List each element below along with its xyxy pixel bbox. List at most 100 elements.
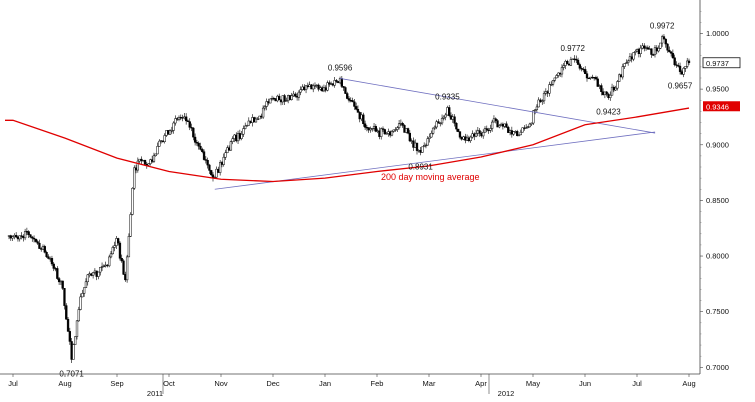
candle-body: [616, 81, 619, 89]
candle-body: [653, 47, 657, 55]
candle-body: [88, 273, 91, 276]
candle-body: [236, 133, 240, 142]
x-tick-label: Aug: [682, 379, 695, 388]
x-tick-label: Dec: [266, 379, 280, 388]
candle-body: [666, 43, 669, 51]
candle-body: [45, 252, 48, 257]
candle-body: [70, 341, 73, 360]
candle-body: [392, 129, 395, 132]
x-tick-label: Apr: [475, 379, 487, 388]
x-tick-label: Mar: [423, 379, 436, 388]
year-label: 2012: [498, 389, 515, 398]
candle-body: [140, 158, 143, 162]
candle-body: [580, 68, 583, 70]
candle-body: [217, 168, 220, 173]
candle-body: [661, 36, 664, 44]
candle-body: [533, 109, 537, 111]
candle-body: [328, 82, 331, 85]
candle-body: [134, 167, 138, 171]
candle-body: [480, 133, 483, 137]
candle-body: [347, 98, 351, 101]
candle-body: [143, 159, 147, 165]
candle-body: [210, 170, 213, 176]
candle-body: [301, 86, 304, 90]
candle-body: [9, 235, 12, 239]
candle-body: [369, 128, 372, 131]
year-label: 2011: [147, 389, 163, 398]
candle-body: [473, 133, 476, 137]
candle-body: [618, 74, 621, 82]
candle-body: [161, 140, 165, 142]
candle-body: [553, 77, 556, 81]
candle-body: [644, 47, 648, 49]
candle-body: [56, 268, 59, 279]
candle-body: [61, 280, 64, 289]
candle-body: [261, 107, 265, 118]
candle-body: [188, 121, 191, 128]
candle-body: [600, 85, 603, 92]
candle-body: [519, 131, 522, 136]
x-tick-label: Feb: [371, 379, 384, 388]
candle-body: [100, 266, 104, 268]
y-tick-label: 1.0000: [706, 29, 729, 38]
candle-body: [458, 131, 462, 138]
candle-body: [532, 110, 535, 124]
candle-body: [494, 118, 497, 121]
candle-body: [23, 231, 27, 239]
candle-body: [610, 86, 614, 96]
candle-body: [238, 133, 241, 139]
candle-body: [59, 280, 63, 283]
y-tick-label: 0.8500: [706, 196, 729, 205]
candle-body: [625, 62, 628, 64]
x-tick-label: Nov: [214, 379, 228, 388]
candle-body: [20, 235, 23, 237]
candle-body: [643, 45, 646, 49]
candle-body: [34, 238, 37, 242]
price-annotation: 0.9335: [435, 92, 460, 101]
candle-body: [338, 78, 342, 84]
candle-body: [199, 145, 202, 150]
candle-body: [220, 162, 224, 165]
last-price-label: 0.9737: [706, 59, 729, 68]
candle-body: [32, 237, 36, 240]
candle-body: [84, 281, 88, 288]
candle-body: [686, 60, 689, 67]
candle-body: [505, 123, 508, 128]
candle-body: [469, 136, 472, 141]
candle-body: [510, 130, 513, 135]
candle-body: [584, 69, 587, 74]
candle-body: [74, 336, 77, 345]
candle-body: [66, 319, 70, 332]
candle-body: [117, 238, 120, 244]
candle-body: [446, 107, 449, 116]
candle-body: [550, 83, 553, 86]
candle-body: [585, 73, 589, 79]
candle-body: [569, 59, 573, 66]
candle-body: [192, 127, 195, 138]
candle-body: [165, 130, 168, 136]
candle-body: [224, 152, 227, 158]
candle-body: [437, 121, 440, 124]
candle-body: [265, 101, 268, 107]
candle-body: [313, 85, 317, 87]
candle-body: [650, 48, 653, 55]
candle-body: [605, 91, 608, 95]
moving-average-value: 0.9346: [706, 102, 729, 111]
candle-body: [365, 127, 369, 129]
candle-body: [659, 42, 662, 49]
candle-body: [537, 99, 540, 108]
candle-body: [544, 91, 547, 94]
candle-body: [83, 287, 86, 294]
candle-body: [621, 66, 624, 78]
candle-body: [113, 245, 116, 248]
candle-body: [104, 264, 107, 267]
candle-body: [315, 84, 318, 87]
candle-body: [641, 45, 644, 49]
candle-body: [29, 234, 32, 238]
candle-body: [106, 264, 109, 267]
candle-body: [276, 95, 279, 102]
candle-body: [478, 130, 481, 134]
candle-body: [381, 128, 385, 130]
candle-body: [397, 123, 401, 128]
candle-body: [86, 274, 89, 283]
